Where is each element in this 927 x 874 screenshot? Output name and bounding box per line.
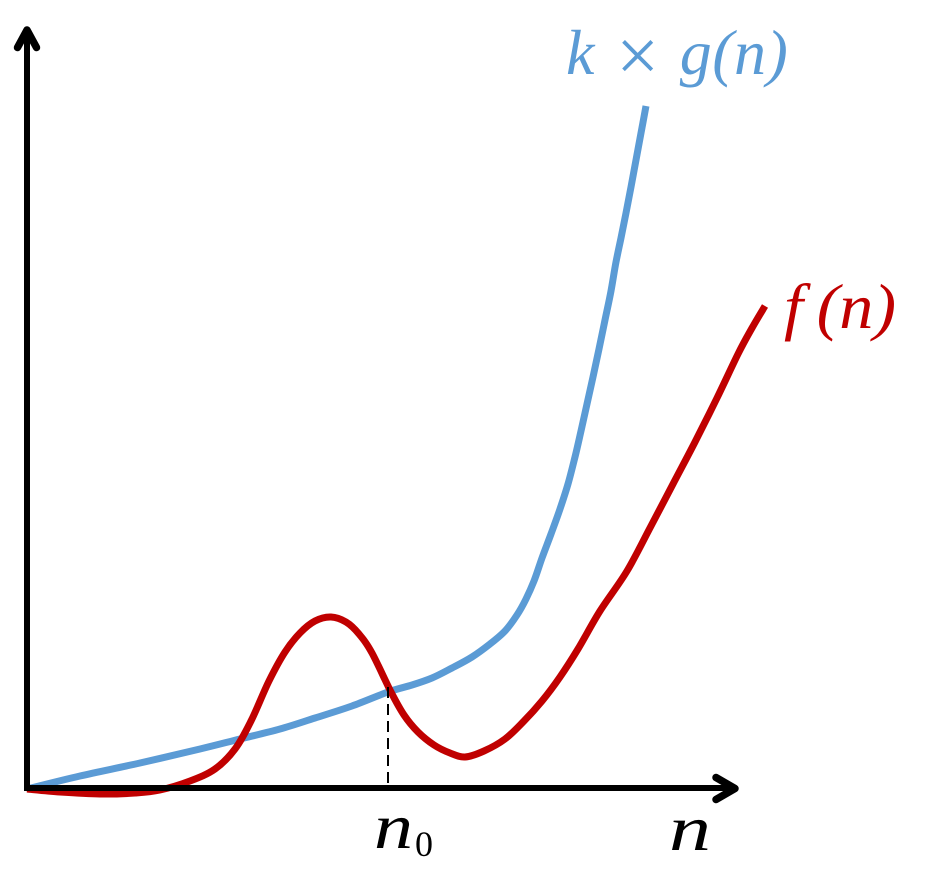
svg-text:k × g(n): k × g(n): [566, 14, 788, 98]
svg-text:n0: n0: [374, 791, 433, 864]
svg-text:n: n: [669, 793, 711, 864]
svg-text:f (n): f (n): [784, 271, 896, 342]
